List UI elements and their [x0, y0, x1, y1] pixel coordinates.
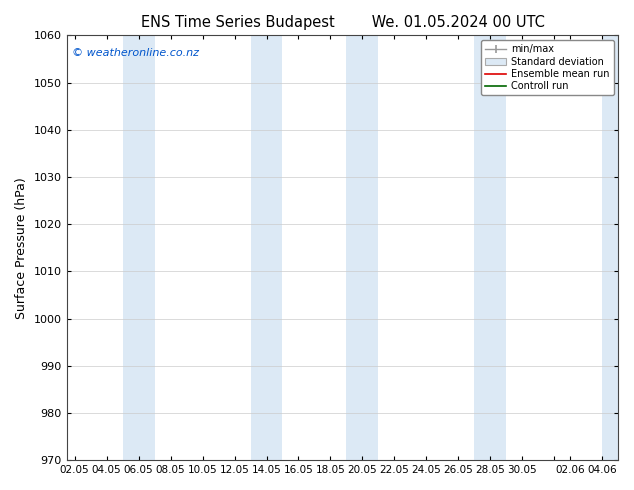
Y-axis label: Surface Pressure (hPa): Surface Pressure (hPa) — [15, 177, 28, 318]
Title: ENS Time Series Budapest        We. 01.05.2024 00 UTC: ENS Time Series Budapest We. 01.05.2024 … — [141, 15, 545, 30]
Bar — [474, 35, 507, 460]
Legend: min/max, Standard deviation, Ensemble mean run, Controll run: min/max, Standard deviation, Ensemble me… — [481, 40, 614, 95]
Text: © weatheronline.co.nz: © weatheronline.co.nz — [72, 48, 199, 58]
Bar — [602, 35, 634, 460]
Bar — [347, 35, 378, 460]
Bar — [122, 35, 155, 460]
Bar — [250, 35, 283, 460]
